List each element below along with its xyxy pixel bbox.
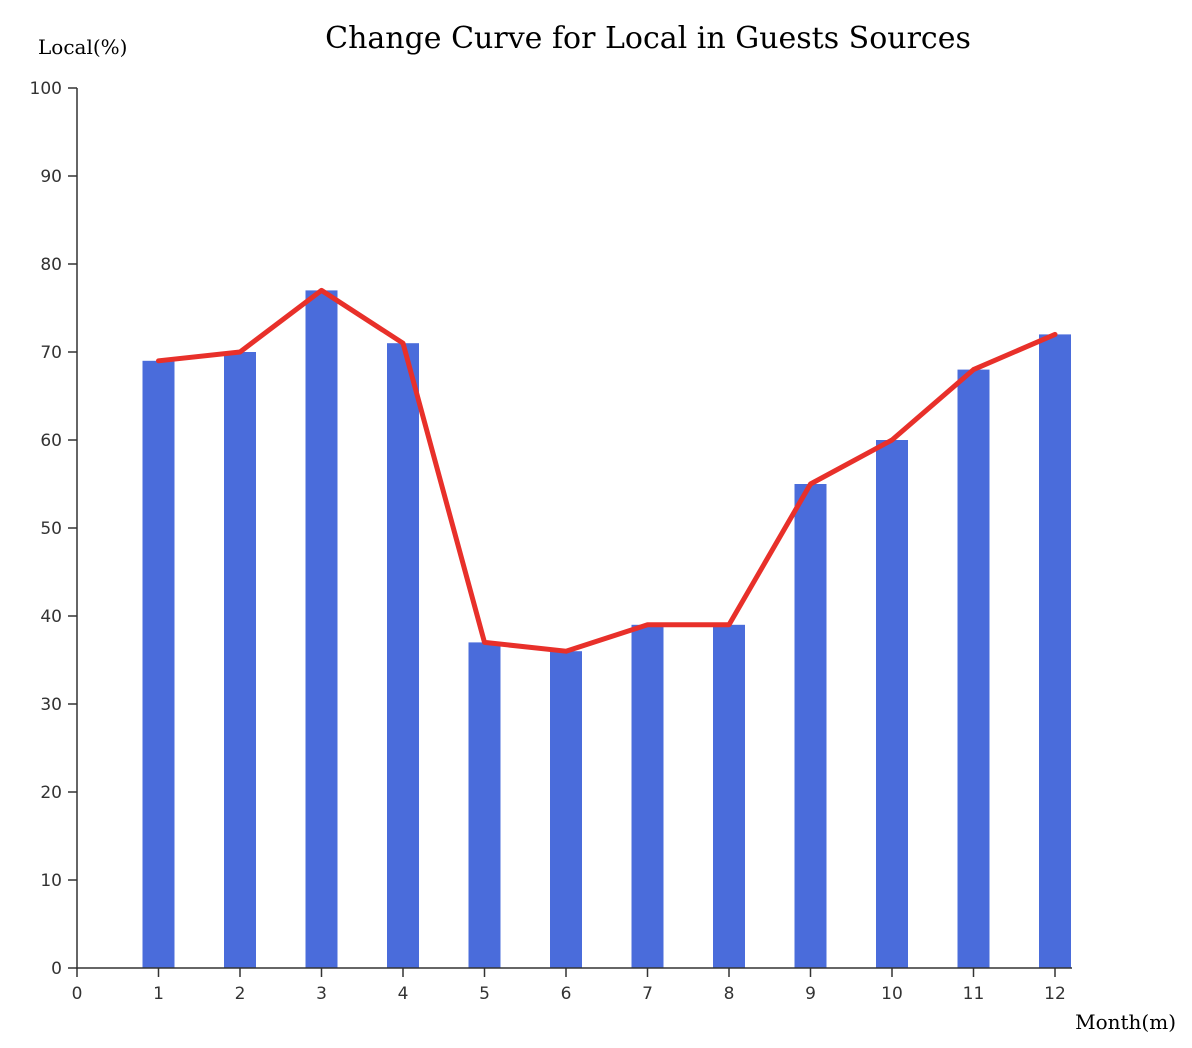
x-tick-label: 4 [398,984,409,1004]
y-tick-label: 40 [40,607,62,627]
y-tick-label: 60 [40,431,62,451]
line-layer [156,287,1058,654]
y-axis-label: Local(%) [38,35,127,59]
bar-3 [305,290,338,968]
bar-2 [224,352,256,968]
y-tick-label: 80 [40,255,62,275]
bar-8 [713,624,745,968]
bar-9 [794,484,827,968]
x-tick-label: 1 [153,984,164,1004]
bar-1 [142,360,175,968]
bar-11 [957,369,990,969]
series-line [156,287,1058,654]
chart-title: Change Curve for Local in Guests Sources [325,21,971,56]
bar-5 [468,642,501,968]
bar-4 [387,343,419,968]
x-tick-label: 7 [642,984,653,1004]
x-tick-label: 9 [805,984,816,1004]
bars-layer [142,290,1071,969]
bar-10 [876,440,908,968]
y-tick-label: 100 [30,79,62,99]
x-tick-label: 5 [479,984,490,1004]
x-tick-label: 0 [72,984,83,1004]
y-tick-label: 20 [40,783,62,803]
x-tick-label: 3 [316,984,327,1004]
bar-12 [1039,334,1071,968]
y-tick-label: 30 [40,695,62,715]
x-tick-label: 8 [724,984,735,1004]
x-tick-label: 6 [561,984,572,1004]
y-tick-label: 70 [40,343,62,363]
y-tick-label: 0 [51,959,62,979]
x-tick-label: 2 [235,984,246,1004]
x-tick-label: 11 [963,984,985,1004]
y-tick-label: 50 [40,519,62,539]
bar-6 [550,651,582,968]
x-tick-label: 10 [881,984,903,1004]
y-tick-label: 10 [40,871,62,891]
bar-7 [631,624,664,968]
x-axis-label: Month(m) [1075,1010,1176,1034]
y-tick-label: 90 [40,167,62,187]
x-tick-label: 12 [1044,984,1066,1004]
